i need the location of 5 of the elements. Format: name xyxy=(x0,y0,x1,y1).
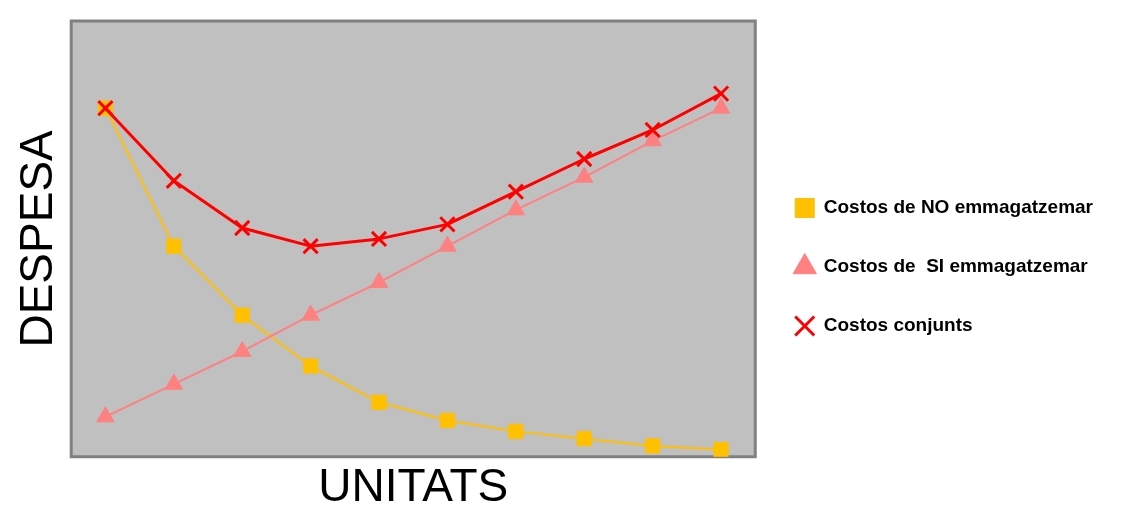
y-axis-title: DESPESA xyxy=(10,129,63,348)
legend-label: Costos de SI emmagatzemar xyxy=(823,255,1089,277)
legend-label: Costos de NO emmagatzemar xyxy=(823,196,1094,218)
x-axis-title: UNITATS xyxy=(318,459,509,512)
legend-label: Costos conjunts xyxy=(823,314,973,336)
